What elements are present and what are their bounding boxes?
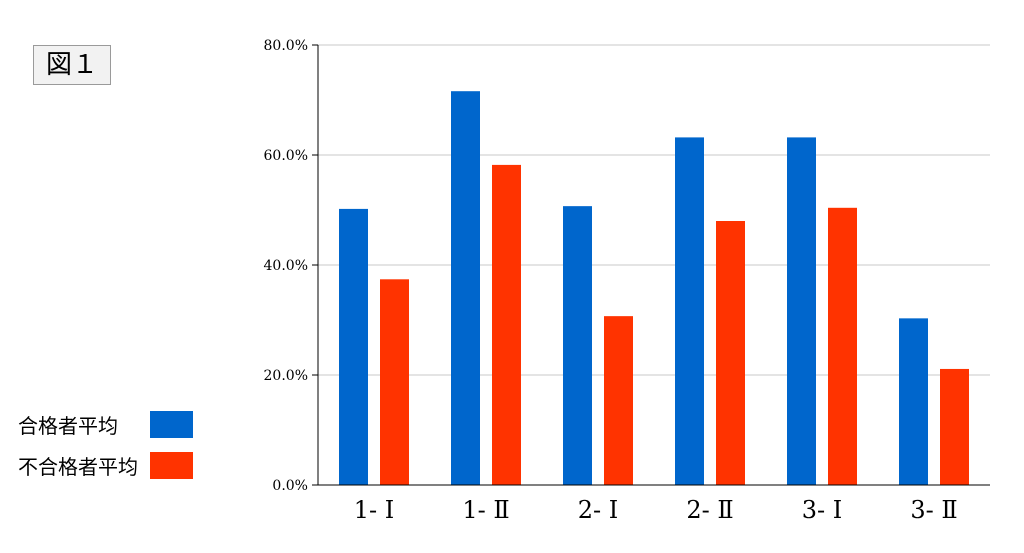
bar-series1 [563, 206, 592, 485]
y-tick-label: 60.0% [264, 148, 308, 164]
figure-label: 図１ [33, 45, 111, 85]
bar-series2 [492, 164, 521, 485]
x-tick-label: 1- Ⅰ [354, 496, 395, 524]
bar-series1 [451, 91, 480, 485]
bar-series1 [675, 137, 704, 485]
y-tick-label: 20.0% [264, 368, 308, 384]
bar-series2 [716, 221, 745, 485]
grid-lines [318, 44, 990, 376]
bar-series2 [604, 316, 633, 485]
bar-series1 [899, 318, 928, 485]
legend-swatch-series2 [150, 452, 193, 479]
bar-series1 [787, 137, 816, 485]
legend-label-series2: 不合格者平均 [18, 454, 138, 479]
legend-label-series1: 合格者平均 [18, 413, 118, 438]
bar-series1 [339, 208, 368, 485]
x-tick-label: 2- Ⅱ [686, 496, 733, 524]
x-tick-label: 3- Ⅰ [802, 496, 843, 524]
x-tick-label: 1- Ⅱ [462, 496, 509, 524]
axes [312, 44, 990, 486]
x-tick-label: 2- Ⅰ [578, 496, 619, 524]
legend-swatch-series1 [150, 411, 193, 438]
y-tick-label: 0.0% [272, 478, 308, 494]
x-tick-label: 3- Ⅱ [910, 496, 957, 524]
bar-series2 [828, 207, 857, 486]
legend-item-series2: 不合格者平均 [18, 450, 138, 480]
bar-series2 [380, 279, 409, 485]
y-tick-label: 40.0% [264, 258, 308, 274]
bars [339, 91, 969, 486]
tick-labels: 0.0% 20.0% 40.0% 60.0% 80.0% 1- Ⅰ 1- Ⅱ 2- Ⅰ 2- Ⅱ… [264, 38, 958, 524]
bar-series2 [940, 368, 969, 485]
y-tick-label: 80.0% [264, 38, 308, 54]
legend-item-series1: 合格者平均 [18, 409, 118, 439]
